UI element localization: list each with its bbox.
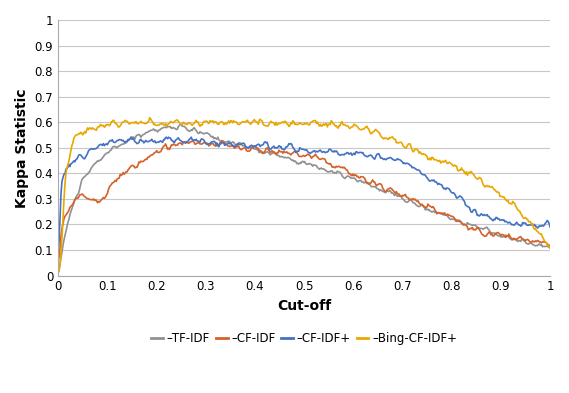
X-axis label: Cut-off: Cut-off <box>277 299 331 313</box>
Legend: –TF-IDF, –CF-IDF, –CF-IDF+, –Bing-CF-IDF+: –TF-IDF, –CF-IDF, –CF-IDF+, –Bing-CF-IDF… <box>147 327 461 350</box>
Y-axis label: Kappa Statistic: Kappa Statistic <box>15 88 29 208</box>
